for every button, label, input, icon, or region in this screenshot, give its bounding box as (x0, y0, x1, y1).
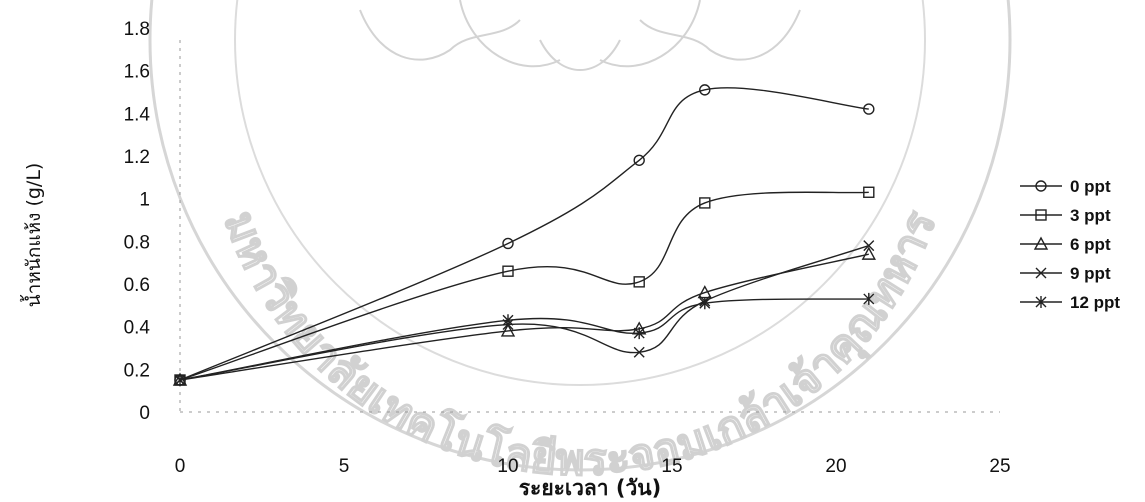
y-tick-label: 0.8 (124, 232, 150, 253)
x-tick-labels: 0 5 10 15 20 25 (175, 456, 1011, 477)
x-tick-label: 15 (661, 456, 682, 477)
y-tick-label: 1 (139, 190, 150, 211)
data-point (633, 346, 645, 358)
legend-label: 0 ppt (1070, 177, 1111, 196)
legend: 0 ppt 3 ppt 6 ppt 9 ppt 12 ppt (1020, 177, 1120, 312)
data-point (633, 327, 645, 340)
series-line (179, 244, 870, 381)
legend-label: 12 ppt (1070, 293, 1120, 312)
data-point (699, 197, 711, 209)
legend-label: 9 ppt (1070, 264, 1111, 283)
data-point (633, 276, 645, 288)
x-axis-label: ระยะเวลา (วัน) (519, 476, 661, 500)
legend-item: 3 ppt (1020, 206, 1111, 225)
y-tick-label: 1.8 (124, 19, 150, 40)
x-tick-label: 0 (175, 456, 186, 477)
x-tick-label: 25 (989, 456, 1010, 477)
legend-marker (1035, 180, 1047, 192)
y-tick-label: 0.2 (124, 360, 150, 381)
legend-item: 6 ppt (1020, 235, 1111, 254)
data-point (699, 297, 711, 310)
data-point (174, 374, 186, 386)
legend-label: 3 ppt (1070, 206, 1111, 225)
data-point (863, 240, 875, 252)
legend-item: 9 ppt (1020, 264, 1111, 283)
legend-item: 12 ppt (1020, 293, 1120, 312)
data-point (500, 323, 516, 337)
data-point (502, 237, 514, 250)
data-point (863, 186, 875, 198)
legend-marker (1033, 236, 1049, 250)
data-point (863, 292, 875, 305)
data-point (502, 265, 514, 277)
x-tick-label: 20 (825, 456, 846, 477)
y-tick-labels: 0 0.2 0.4 0.6 0.8 1 1.2 1.4 1.6 1.8 (124, 19, 151, 424)
data-point (861, 246, 876, 260)
y-axis-label: น้ำหนักแห้ง (g/L) (20, 163, 45, 308)
svg-text:มหาวิทยาลัยเทคโนโลยีพระจอมเกล้: มหาวิทยาลัยเทคโนโลยีพระจอมเกล้าเจ้าคุณทห… (214, 204, 947, 486)
legend-marker (1035, 296, 1047, 308)
legend-label: 6 ppt (1070, 235, 1111, 254)
y-tick-label: 1.4 (124, 104, 151, 125)
y-tick-label: 0.6 (124, 275, 150, 296)
x-tick-label: 5 (339, 456, 350, 477)
series-line (179, 298, 869, 381)
series-group (172, 84, 876, 386)
legend-marker (1035, 209, 1047, 221)
data-point (863, 103, 875, 115)
series-3-ppt (174, 186, 875, 386)
series-line (179, 87, 869, 381)
y-tick-label: 1.2 (124, 147, 150, 168)
axes (179, 40, 1000, 413)
series-0-ppt (174, 84, 875, 386)
x-tick-label: 10 (497, 456, 518, 477)
data-point (633, 154, 645, 166)
y-tick-label: 0 (139, 403, 150, 424)
series-12-ppt (174, 292, 875, 386)
watermark-text: มหาวิทยาลัยเทคโนโลยีพระจอมเกล้าเจ้าคุณทห… (213, 203, 947, 486)
series-line (179, 191, 869, 381)
university-seal-watermark: มหาวิทยาลัยเทคโนโลยีพระจอมเกล้าเจ้าคุณทห… (148, 0, 1012, 487)
legend-item: 0 ppt (1020, 177, 1111, 196)
y-tick-label: 0.4 (124, 318, 151, 339)
legend-marker (1035, 267, 1047, 279)
data-point (502, 314, 514, 327)
y-tick-label: 1.6 (124, 62, 150, 83)
data-point (699, 84, 711, 96)
